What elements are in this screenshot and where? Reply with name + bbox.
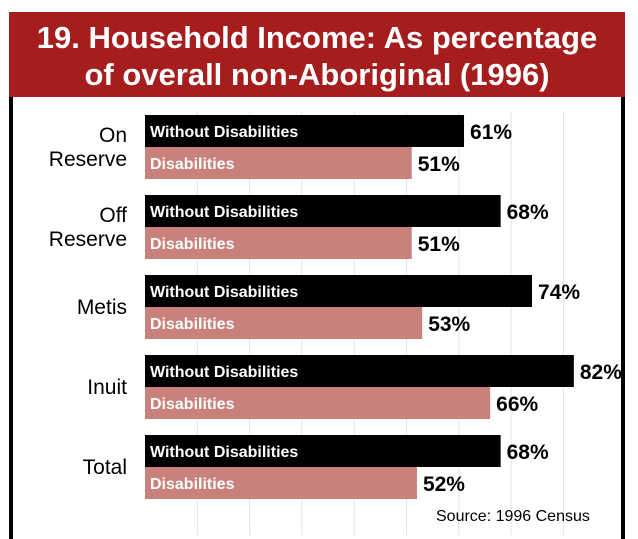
- category-label: Reserve: [49, 148, 127, 171]
- category-label: Off: [99, 204, 127, 227]
- bar-series-label: Without Disabilities: [150, 204, 298, 221]
- bar-without-disabilities: [145, 195, 501, 227]
- source-note: Source: 1996 Census: [436, 508, 590, 525]
- bar-disabilities: [145, 307, 423, 339]
- bar-without-disabilities: [145, 115, 465, 147]
- data-label: 82%: [580, 361, 622, 384]
- bar-series-label: Disabilities: [150, 396, 235, 413]
- bar-disabilities: [145, 387, 491, 419]
- bar-series-label: Without Disabilities: [150, 444, 298, 461]
- data-label: 52%: [423, 473, 465, 496]
- category-label: Reserve: [49, 228, 127, 251]
- bar-disabilities: [145, 227, 412, 259]
- category-label: Total: [83, 456, 127, 479]
- category-label: Metis: [77, 296, 127, 319]
- chart-title-line-2: of overall non-Aboriginal (1996): [84, 57, 550, 92]
- bar-series-label: Without Disabilities: [150, 284, 298, 301]
- bar-disabilities: [145, 467, 417, 499]
- data-label: 51%: [418, 233, 460, 256]
- data-label: 68%: [507, 201, 549, 224]
- data-label: 51%: [418, 153, 460, 176]
- data-label: 66%: [496, 393, 538, 416]
- bar-without-disabilities: [145, 275, 533, 307]
- title-banner: 19. Household Income: As percentage of o…: [9, 12, 625, 97]
- bar-series-label: Disabilities: [150, 236, 235, 253]
- data-label: 68%: [507, 441, 549, 464]
- bar-series-label: Disabilities: [150, 476, 235, 493]
- bar-series-label: Disabilities: [150, 156, 235, 173]
- bar-series-label: Without Disabilities: [150, 364, 298, 381]
- bar-without-disabilities: [145, 355, 574, 387]
- bar-disabilities: [145, 147, 412, 179]
- category-label: Inuit: [87, 376, 127, 399]
- bar-series-label: Without Disabilities: [150, 124, 298, 141]
- data-label: 53%: [428, 313, 470, 336]
- bar-without-disabilities: [145, 435, 501, 467]
- bar-series-label: Disabilities: [150, 316, 235, 333]
- data-label: 74%: [538, 281, 580, 304]
- category-label: On: [99, 124, 127, 147]
- chart-title-line-1: 19. Household Income: As percentage: [36, 20, 598, 55]
- data-label: 61%: [470, 121, 512, 144]
